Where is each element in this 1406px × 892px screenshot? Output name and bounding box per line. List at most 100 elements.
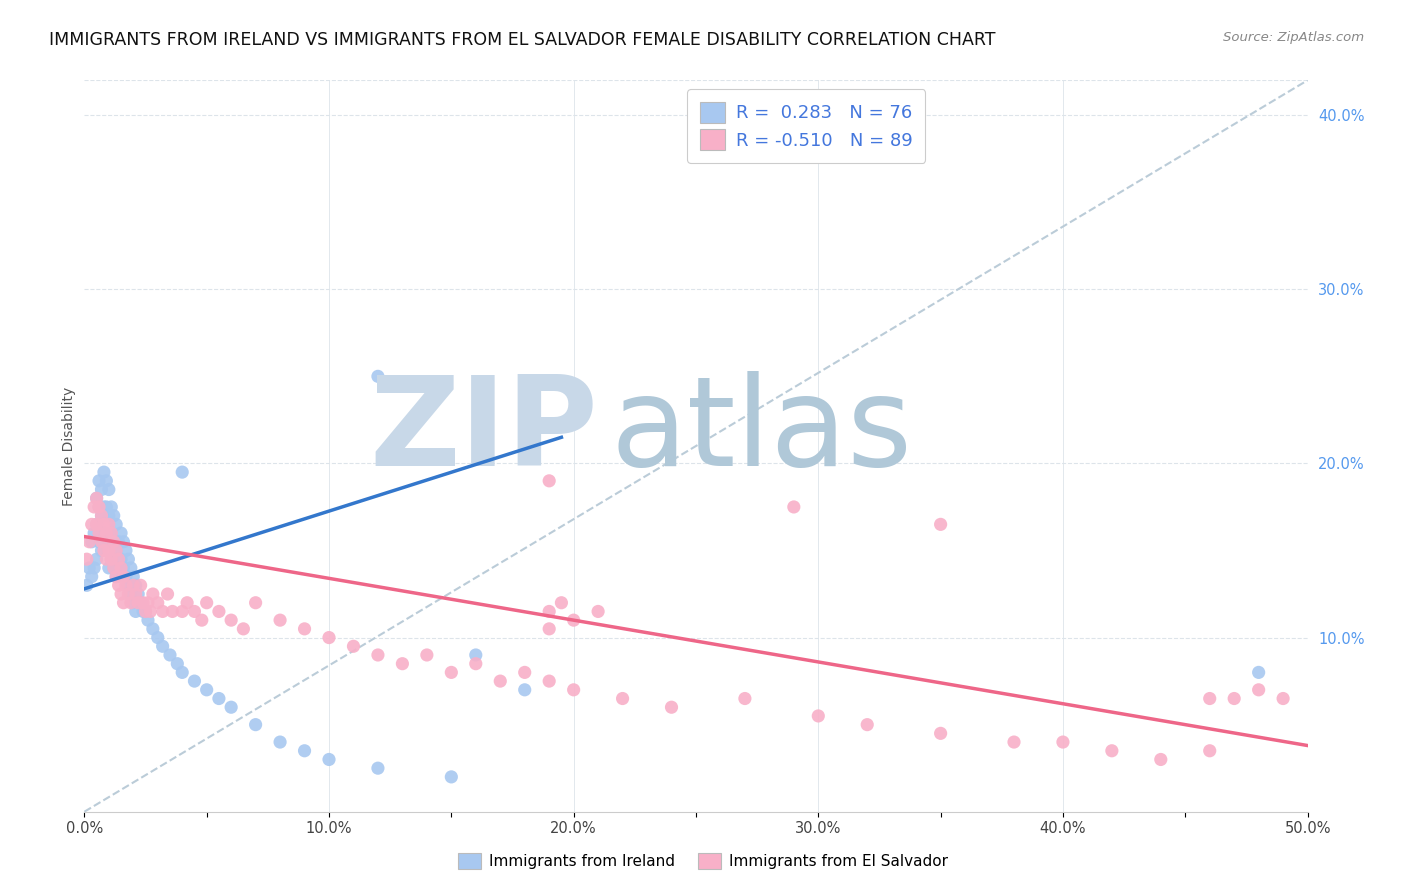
Point	[1223, 691, 1246, 706]
Point	[115, 578, 138, 592]
Point	[105, 517, 128, 532]
Point	[115, 569, 138, 583]
Point	[195, 596, 218, 610]
Point	[105, 569, 128, 583]
Point	[269, 735, 291, 749]
Point	[489, 674, 512, 689]
Point	[586, 604, 609, 618]
Point	[538, 622, 561, 636]
Point	[100, 526, 122, 541]
Point	[117, 587, 139, 601]
Point	[96, 500, 118, 514]
Point	[132, 604, 155, 618]
Point	[142, 587, 165, 601]
Point	[132, 596, 155, 610]
Point	[76, 552, 98, 566]
Point	[105, 569, 128, 583]
Point	[96, 526, 118, 541]
Point	[1198, 691, 1220, 706]
Point	[152, 640, 174, 654]
Point	[183, 604, 205, 618]
Point	[125, 578, 148, 592]
Point	[83, 500, 105, 514]
Point	[513, 682, 536, 697]
Point	[90, 508, 112, 523]
Point	[86, 491, 108, 506]
Point	[294, 744, 316, 758]
Point	[83, 561, 105, 575]
Point	[1198, 744, 1220, 758]
Point	[100, 552, 122, 566]
Point	[1247, 682, 1270, 697]
Point	[783, 500, 806, 514]
Point	[1150, 752, 1173, 766]
Point	[97, 534, 120, 549]
Point	[513, 665, 536, 680]
Point	[219, 613, 242, 627]
Point	[612, 691, 634, 706]
Point	[152, 604, 174, 618]
Legend: R =  0.283   N = 76, R = -0.510   N = 89: R = 0.283 N = 76, R = -0.510 N = 89	[688, 89, 925, 162]
Point	[122, 569, 145, 583]
Point	[1272, 691, 1295, 706]
Text: atlas: atlas	[610, 371, 912, 491]
Point	[87, 500, 110, 514]
Point	[1002, 735, 1025, 749]
Point	[1101, 744, 1123, 758]
Point	[172, 604, 194, 618]
Point	[245, 596, 267, 610]
Point	[172, 465, 194, 479]
Point	[367, 761, 389, 775]
Point	[367, 369, 389, 384]
Point	[96, 534, 118, 549]
Point	[120, 587, 142, 601]
Point	[136, 613, 159, 627]
Point	[93, 543, 115, 558]
Point	[105, 543, 128, 558]
Point	[107, 552, 129, 566]
Point	[195, 682, 218, 697]
Point	[86, 517, 108, 532]
Point	[550, 596, 572, 610]
Point	[562, 613, 585, 627]
Point	[90, 543, 112, 558]
Point	[90, 508, 112, 523]
Point	[294, 622, 316, 636]
Point	[107, 534, 129, 549]
Point	[232, 622, 254, 636]
Point	[76, 578, 98, 592]
Point	[87, 534, 110, 549]
Point	[97, 508, 120, 523]
Point	[391, 657, 413, 671]
Point	[112, 561, 135, 575]
Point	[117, 578, 139, 592]
Point	[86, 491, 108, 506]
Point	[367, 648, 389, 662]
Point	[96, 474, 118, 488]
Point	[734, 691, 756, 706]
Point	[103, 561, 125, 575]
Point	[110, 552, 132, 566]
Point	[103, 534, 125, 549]
Point	[142, 622, 165, 636]
Point	[125, 604, 148, 618]
Point	[87, 526, 110, 541]
Point	[110, 526, 132, 541]
Point	[1247, 665, 1270, 680]
Point	[136, 596, 159, 610]
Point	[122, 578, 145, 592]
Point	[90, 483, 112, 497]
Point	[146, 596, 169, 610]
Point	[342, 640, 364, 654]
Point	[139, 604, 162, 618]
Point	[807, 709, 830, 723]
Point	[129, 596, 152, 610]
Point	[120, 596, 142, 610]
Point	[156, 587, 179, 601]
Point	[135, 604, 157, 618]
Point	[112, 534, 135, 549]
Point	[117, 552, 139, 566]
Point	[93, 526, 115, 541]
Point	[80, 569, 103, 583]
Point	[100, 526, 122, 541]
